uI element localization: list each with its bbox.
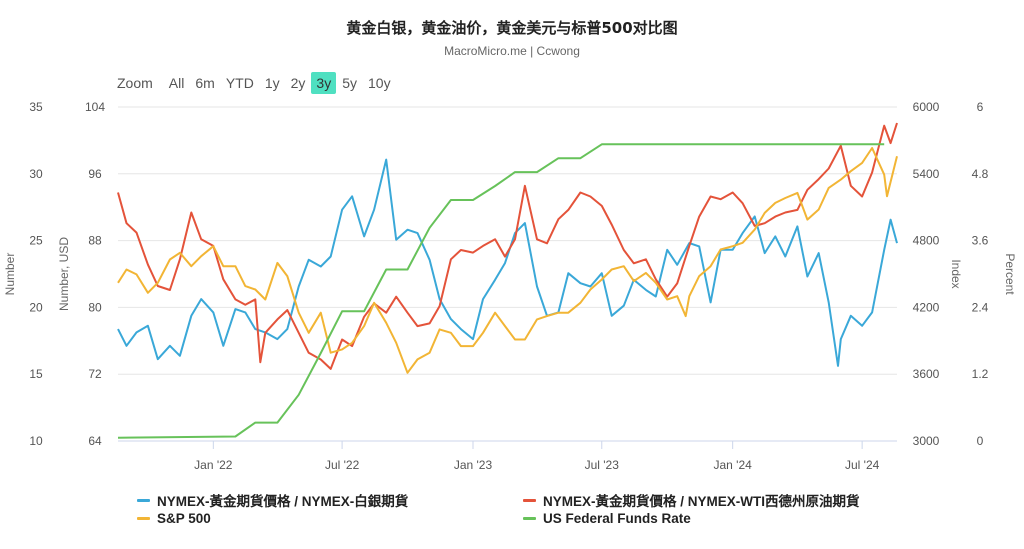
percent-axis-tick-label: 3.6 xyxy=(972,234,989,248)
usd-axis-tick-label: 80 xyxy=(88,300,102,314)
range-button-2y[interactable]: 2y xyxy=(290,75,306,91)
chart-subtitle: MacroMicro.me | Ccwong xyxy=(444,44,580,58)
index-axis-tick-label: 6000 xyxy=(913,100,940,114)
x-tick-label: Jul '22 xyxy=(325,458,360,472)
legend-label: NYMEX-黃金期貨價格 / NYMEX-WTI西德州原油期貨 xyxy=(543,494,860,509)
number-axis-tick-label: 30 xyxy=(29,167,43,181)
range-button-1y[interactable]: 1y xyxy=(264,75,280,91)
range-button-all[interactable]: All xyxy=(168,75,185,91)
gold-oil-ratio-line xyxy=(117,122,898,370)
legend-swatch xyxy=(523,498,536,502)
index-axis-tick-label: 4200 xyxy=(913,300,940,314)
gold-silver-ratio-line xyxy=(117,158,898,367)
legend-label: S&P 500 xyxy=(157,511,211,526)
x-tick-label: Jul '23 xyxy=(585,458,620,472)
number-axis-tick-label: 15 xyxy=(29,367,43,381)
range-button-6m[interactable]: 6m xyxy=(195,75,215,91)
index-axis-tick-label: 4800 xyxy=(913,234,940,248)
number-axis-tick-label: 10 xyxy=(29,434,43,448)
usd-axis-tick-label: 88 xyxy=(88,234,102,248)
index-axis-title: Index xyxy=(949,259,963,288)
sp500-line xyxy=(117,147,898,374)
percent-axis-tick-label: 6 xyxy=(977,100,984,114)
number-axis-tick-label: 25 xyxy=(29,234,43,248)
legend-item-sp500[interactable]: S&P 500 xyxy=(137,511,211,526)
legend-swatch xyxy=(523,517,536,520)
number-axis-tick-label: 20 xyxy=(29,300,43,314)
percent-axis-title: Percent xyxy=(1003,253,1017,295)
usd-axis-tick-label: 64 xyxy=(88,434,102,448)
range-button-10y[interactable]: 10y xyxy=(368,75,391,91)
legend-item-gold-silver[interactable]: NYMEX-黃金期貨價格 / NYMEX-白銀期貨 xyxy=(137,490,408,510)
range-button-3y[interactable]: 3y xyxy=(311,72,337,94)
range-button-5y[interactable]: 5y xyxy=(342,75,357,91)
legend-label: US Federal Funds Rate xyxy=(543,511,691,526)
percent-axis-tick-label: 2.4 xyxy=(972,300,989,314)
x-tick-label: Jan '23 xyxy=(454,458,493,472)
usd-axis-tick-label: 96 xyxy=(88,167,102,181)
legend-label: NYMEX-黃金期貨價格 / NYMEX-白銀期貨 xyxy=(157,494,409,509)
legend-item-gold-oil[interactable]: NYMEX-黃金期貨價格 / NYMEX-WTI西德州原油期貨 xyxy=(523,490,860,510)
x-tick-label: Jul '24 xyxy=(845,458,880,472)
zoom-label: Zoom xyxy=(117,75,153,91)
index-axis-tick-label: 5400 xyxy=(913,167,940,181)
range-selector: Zoom All 6m YTD 1y 2y 3y 5y 10y xyxy=(112,72,397,94)
percent-axis-tick-label: 1.2 xyxy=(972,367,989,381)
number-axis-tick-label: 35 xyxy=(29,100,43,114)
usd-axis-tick-label: 72 xyxy=(88,367,102,381)
legend-swatch xyxy=(137,498,150,502)
number-axis-title: Number xyxy=(3,253,17,296)
index-axis-tick-label: 3000 xyxy=(913,434,940,448)
index-axis-tick-label: 3600 xyxy=(913,367,940,381)
usd-axis-tick-label: 104 xyxy=(85,100,105,114)
legend-item-fed-funds[interactable]: US Federal Funds Rate xyxy=(523,511,691,526)
usd-axis-title: Number, USD xyxy=(57,237,71,311)
fed-funds-rate-line xyxy=(117,143,885,439)
percent-axis-tick-label: 4.8 xyxy=(972,167,989,181)
x-tick-label: Jan '24 xyxy=(713,458,752,472)
chart-title: 黄金白银，黄金油价，黄金美元与标普500对比图 xyxy=(346,19,678,37)
legend-swatch xyxy=(137,517,150,520)
percent-axis-tick-label: 0 xyxy=(977,434,984,448)
range-button-ytd[interactable]: YTD xyxy=(225,75,254,91)
x-tick-label: Jan '22 xyxy=(194,458,233,472)
